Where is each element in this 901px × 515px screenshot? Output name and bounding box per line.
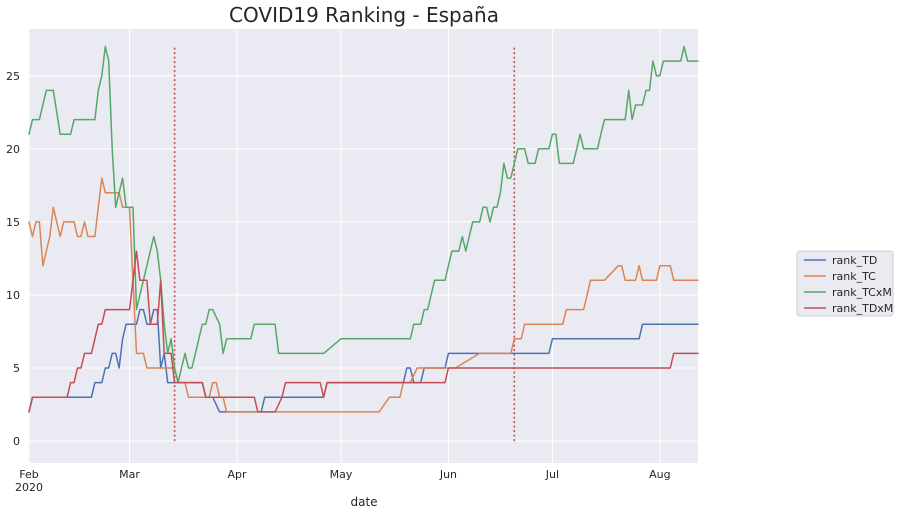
x-tick-label: Jul bbox=[545, 468, 559, 481]
legend[interactable]: rank_TD rank_TC rank_TCxM rank_TDxM bbox=[796, 250, 894, 317]
reference-lines bbox=[173, 46, 516, 442]
y-tick-label: 5 bbox=[13, 362, 20, 375]
x-tick-label: Aug bbox=[649, 468, 670, 481]
y-tick-label: 10 bbox=[6, 289, 20, 302]
series-line-rank_TCxM bbox=[28, 45, 699, 384]
x-tick-label: Jun bbox=[439, 468, 457, 481]
y-tick-label: 15 bbox=[6, 216, 20, 229]
y-axis-ticks: 0 5 10 15 20 25 bbox=[6, 70, 20, 448]
plot-area bbox=[29, 29, 698, 463]
x-tick-label: Apr bbox=[227, 468, 247, 481]
x-axis-label: date bbox=[350, 495, 377, 509]
legend-box bbox=[796, 250, 894, 317]
chart-title: COVID19 Ranking - España bbox=[229, 3, 499, 27]
y-tick-label: 25 bbox=[6, 70, 20, 83]
y-tick-label: 20 bbox=[6, 143, 20, 156]
x-tick-label: May bbox=[330, 468, 353, 481]
x-tick-label: Feb bbox=[19, 468, 38, 481]
legend-label: rank_TD bbox=[832, 254, 877, 267]
legend-label: rank_TC bbox=[832, 270, 876, 283]
y-tick-label: 0 bbox=[13, 435, 20, 448]
legend-label: rank_TCxM bbox=[832, 286, 892, 299]
x-tick-label: Mar bbox=[119, 468, 140, 481]
x-tick-year-label: 2020 bbox=[15, 481, 43, 494]
series-lines bbox=[28, 45, 699, 413]
legend-label: rank_TDxM bbox=[832, 302, 893, 315]
series-line-rank_TDxM bbox=[28, 250, 699, 413]
